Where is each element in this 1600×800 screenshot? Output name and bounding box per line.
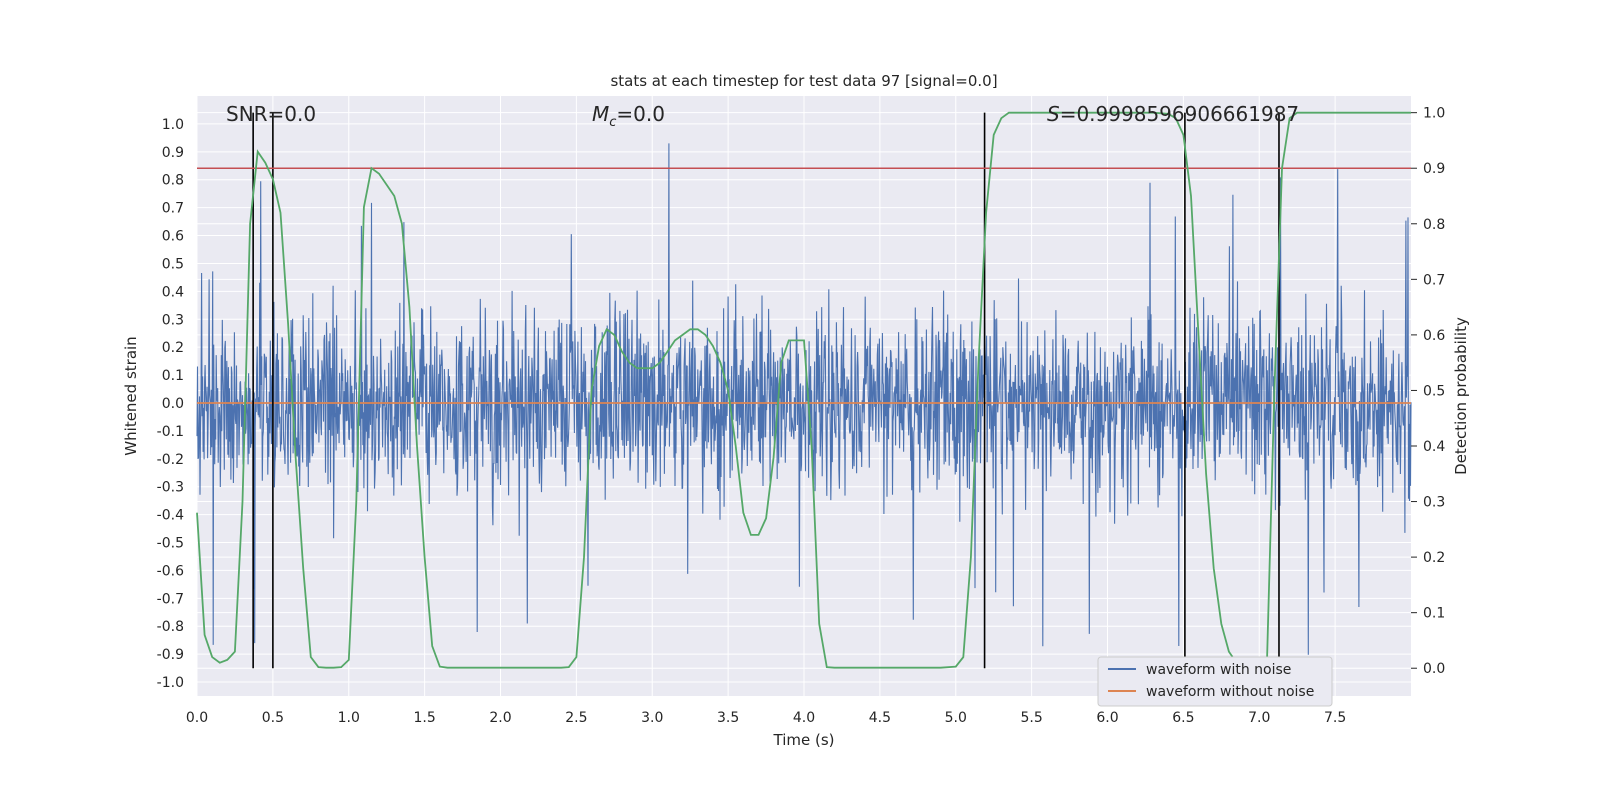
x-tick-label: 2.5: [565, 710, 587, 726]
chirp-mass-annotation: Mc=0.0: [592, 102, 665, 130]
y-left-tick-label: 0.5: [162, 256, 184, 272]
y-left-tick-label: 0.6: [162, 229, 184, 245]
x-tick-labels: 0.0 0.5 1.0 1.5 2.0 2.5 3.0 3.5 4.0 4.5 5.0 5.5 6.0 6…: [186, 710, 1346, 726]
x-tick-label: 1.0: [338, 710, 360, 726]
y-left-tick-label: 0.3: [162, 312, 184, 328]
y-right-tick-label: 0.7: [1423, 272, 1445, 288]
x-tick-label: 0.0: [186, 710, 208, 726]
x-tick-label: 4.0: [793, 710, 815, 726]
y-left-tick-label: -0.3: [157, 480, 184, 496]
y-left-tick-label: 0.7: [162, 201, 184, 217]
y-right-tick-label: 0.4: [1423, 439, 1445, 455]
y-right-tick-label: 0.8: [1423, 217, 1445, 233]
y-left-tick-label: -0.1: [157, 424, 184, 440]
y-left-tick-label: 0.8: [162, 173, 184, 189]
y-right-tick-label: 0.9: [1423, 161, 1445, 177]
y-left-tick-label: -0.9: [157, 647, 184, 663]
s-annotation: S=0.9998596906661987: [1047, 102, 1299, 126]
y-right-tick-label: 0.5: [1423, 383, 1445, 399]
x-axis-label: Time (s): [773, 731, 835, 749]
y-right-tick-label: 0.0: [1423, 661, 1445, 677]
y-left-tick-label: 0.2: [162, 340, 184, 356]
detection-probability-line: [196, 111, 1411, 670]
snr-annotation: SNR=0.0: [226, 102, 316, 126]
y-left-tick-label: 0.4: [162, 284, 184, 300]
vertical-markers: [252, 112, 1280, 669]
y-left-tick-label: -0.2: [157, 452, 184, 468]
y-left-tick-label: 1.0: [162, 117, 184, 133]
y-left-tick-labels: -1.0 -0.9 -0.8 -0.7 -0.6 -0.5 -0.4 -0.3 -0.2 -0.1…: [157, 117, 184, 691]
x-tick-label: 5.5: [1020, 710, 1042, 726]
x-tick-label: 3.5: [717, 710, 739, 726]
y-right-tick-label: 0.1: [1423, 606, 1445, 622]
x-tick-label: 6.5: [1172, 710, 1194, 726]
y-left-tick-label: -0.5: [157, 536, 184, 552]
y-left-tick-label: 0.9: [162, 145, 184, 161]
x-tick-label: 7.0: [1248, 710, 1270, 726]
x-tick-label: 3.0: [641, 710, 663, 726]
x-tick-label: 2.0: [489, 710, 511, 726]
y-right-tick-labels: 0.0 0.1 0.2 0.3 0.4 0.5 0.6 0.7 0.8 0.9 1.0: [1411, 106, 1445, 677]
y-left-tick-label: -0.6: [157, 563, 184, 579]
y-left-tick-label: -0.8: [157, 619, 184, 635]
legend-noise-label: waveform with noise: [1146, 662, 1291, 678]
x-tick-label: 6.0: [1096, 710, 1118, 726]
legend-clean-label: waveform without noise: [1146, 684, 1314, 700]
legend-box: [1097, 656, 1333, 707]
y-right-axis-label: Detection probability: [1452, 317, 1470, 475]
x-tick-label: 4.5: [869, 710, 891, 726]
y-right-tick-label: 0.6: [1423, 328, 1445, 344]
y-right-tick-label: 0.3: [1423, 495, 1445, 511]
y-left-axis-label: Whitened strain: [122, 336, 140, 455]
x-tick-label: 0.5: [262, 710, 284, 726]
x-tick-label: 7.5: [1324, 710, 1346, 726]
y-left-tick-label: 0.0: [162, 396, 184, 412]
y-right-tick-label: 1.0: [1423, 106, 1445, 122]
y-left-tick-label: 0.1: [162, 368, 184, 384]
legend: waveform with noise waveform without noi…: [1097, 656, 1333, 707]
y-left-tick-label: -0.4: [157, 508, 184, 524]
chart-title: stats at each timestep for test data 97 …: [610, 72, 997, 90]
y-left-tick-label: -1.0: [157, 675, 184, 691]
x-tick-label: 5.0: [945, 710, 967, 726]
y-right-tick-label: 0.2: [1423, 550, 1445, 566]
y-left-tick-label: -0.7: [157, 591, 184, 607]
x-tick-label: 1.5: [413, 710, 435, 726]
